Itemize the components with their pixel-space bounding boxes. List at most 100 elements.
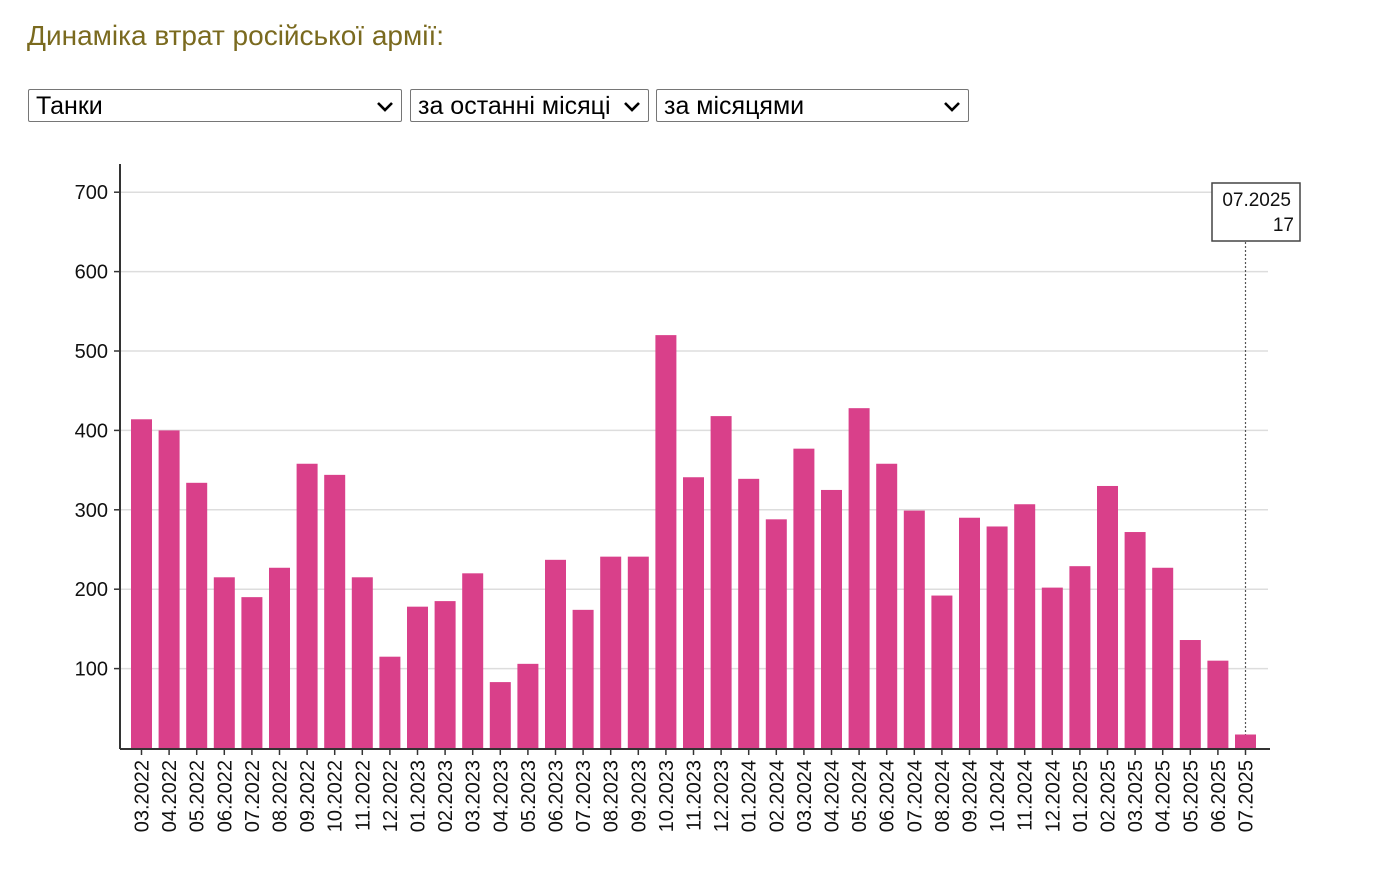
x-tick-label: 03.2024 [794,760,816,832]
bar [903,510,925,748]
x-tick-label: 12.2024 [1042,760,1064,832]
period-select-value: за останні місяці [418,92,611,120]
x-tick-label: 05.2024 [849,760,871,832]
y-tick-label: 500 [75,341,108,363]
x-tick-label: 10.2024 [987,760,1009,832]
x-tick-label: 03.2023 [463,760,485,832]
bar [572,609,594,748]
bar [434,601,456,748]
category-select-value: Танки [36,92,103,120]
chevron-down-icon [944,102,960,112]
bar [241,597,263,748]
chevron-down-icon [624,102,640,112]
bar [848,408,870,748]
granularity-select-value: за місяцями [664,92,805,120]
x-tick-label: 05.2023 [518,760,540,832]
bar [1097,485,1118,748]
bar [296,463,318,748]
x-tick-label: 11.2022 [352,760,374,831]
x-tick-label: 12.2022 [380,760,402,832]
bar [1124,532,1146,748]
x-tick-label: 03.2025 [1125,760,1147,832]
losses-bar-chart: 100 200 300 400 500 600 700 03.2022 04.2022 05.20… [75,164,1301,832]
x-tick-label: 04.2024 [822,760,844,832]
x-tick-label: 01.2024 [739,760,761,832]
bar [876,463,898,748]
x-tick-label: 04.2023 [490,760,512,832]
bar [517,663,539,748]
x-tick-label: 05.2025 [1180,760,1202,832]
x-tick-label: 12.2023 [711,760,733,832]
x-tick-label: 09.2023 [628,760,650,832]
chevron-down-icon [377,102,393,112]
bar [462,573,484,748]
x-tick-label: 08.2023 [601,760,623,832]
period-select[interactable]: за останні місяці [410,89,649,122]
bar [407,606,428,748]
tooltip-label: 07.2025 [1222,190,1291,211]
bars [131,335,1256,748]
x-tick-label: 02.2024 [766,760,788,832]
bar [186,482,208,748]
x-tick-label: 10.2023 [656,760,678,832]
bar [765,519,787,748]
x-tick-label: 01.2025 [1070,760,1092,832]
category-select[interactable]: Танки [28,89,402,122]
bar [931,595,953,748]
x-tick-label: 06.2025 [1208,760,1230,832]
y-tick-label: 400 [75,420,108,442]
y-tick-label: 700 [75,182,108,204]
bar [269,567,290,748]
bar [738,478,760,748]
tooltip-box [1211,182,1301,242]
x-tick-label: 05.2022 [187,760,209,832]
x-tick-label: 09.2024 [960,760,982,832]
bar [627,556,649,748]
x-tick-label: 06.2023 [546,760,568,832]
y-tick-label: 200 [75,579,108,601]
tooltip-value: 17 [1273,215,1294,236]
x-tick-label: 09.2022 [297,760,319,832]
bar [600,556,622,748]
bar [655,335,677,748]
x-tick-label: 10.2022 [325,760,347,832]
bar [793,448,815,748]
bar [1069,566,1091,748]
x-tick-label: 04.2022 [159,760,181,832]
bar [131,419,152,748]
x-tick-label: 02.2025 [1098,760,1120,832]
bar [683,477,704,748]
x-tick-label: 02.2023 [435,760,457,832]
bar [821,489,842,748]
bar [213,577,235,748]
y-tick-label: 600 [75,262,108,284]
tick-labels: 100 200 300 400 500 600 700 03.2022 04.2022 05.20… [75,182,1258,832]
bar [158,430,180,748]
bar [545,559,566,748]
x-tick-label: 07.2024 [904,760,926,832]
x-tick-label: 07.2025 [1236,760,1258,832]
bar [489,682,511,748]
page-title: Динаміка втрат російської армії: [27,20,445,51]
bar [324,474,346,748]
bar [1179,640,1201,748]
bar [1041,587,1063,748]
y-tick-label: 300 [75,500,108,522]
x-tick-label: 11.2024 [1015,760,1037,831]
x-tick-label: 08.2024 [932,760,954,832]
x-tick-label: 01.2023 [408,760,430,832]
bar [351,577,373,748]
bar [1207,660,1229,748]
x-tick-label: 03.2022 [132,760,154,832]
x-tick-label: 11.2023 [684,760,706,831]
bar [986,526,1008,748]
bar [1014,504,1036,748]
bar [710,416,732,748]
bar [959,517,980,748]
x-tick-label: 08.2022 [270,760,292,832]
bar [1152,567,1174,748]
bar [1235,734,1256,748]
y-tick-label: 100 [75,659,108,681]
x-tick-label: 07.2023 [573,760,595,832]
granularity-select[interactable]: за місяцями [656,89,969,122]
